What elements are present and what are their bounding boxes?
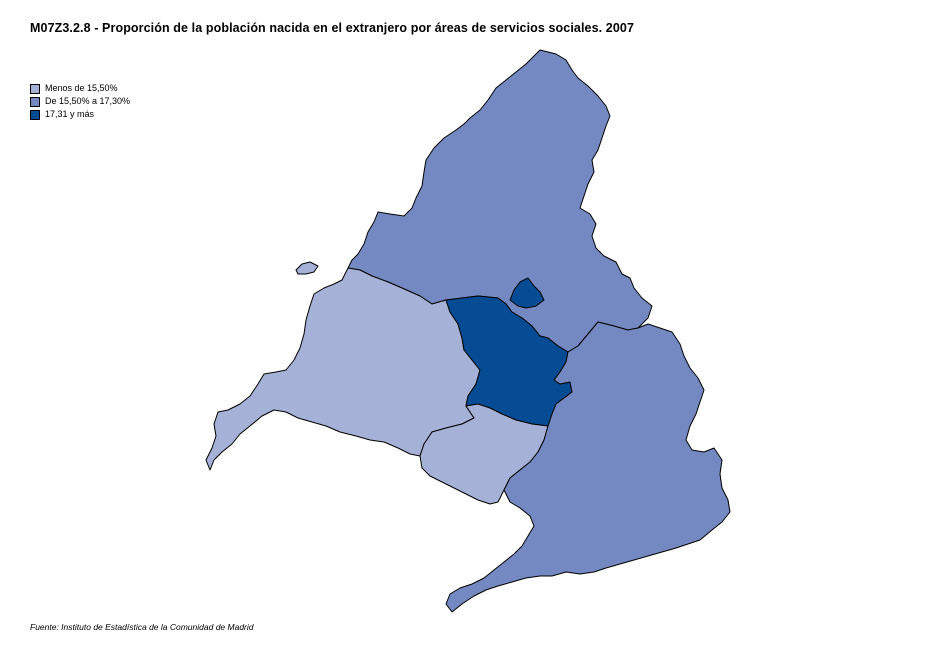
legend-swatch-mid	[30, 96, 40, 107]
legend-label-low: Menos de 15,50%	[45, 83, 118, 93]
legend-swatch-low	[30, 83, 40, 94]
source-note: Fuente: Instituto de Estadística de la C…	[30, 622, 254, 632]
legend-item-mid: De 15,50% a 17,30%	[30, 95, 130, 108]
legend-label-mid: De 15,50% a 17,30%	[45, 96, 131, 106]
region-islet	[295, 261, 319, 275]
legend-item-high: 17,31 y más	[30, 108, 130, 121]
region-east-south	[445, 321, 731, 613]
legend-swatch-high	[30, 109, 40, 120]
legend-label-high: 17,31 y más	[45, 109, 95, 119]
map-title: M07Z3.2.8 - Proporción de la población n…	[30, 21, 634, 35]
legend-item-low: Menos de 15,50%	[30, 82, 130, 95]
map-legend: Menos de 15,50% De 15,50% a 17,30% 17,31…	[30, 82, 130, 121]
region-central-north-lobe	[509, 277, 545, 309]
